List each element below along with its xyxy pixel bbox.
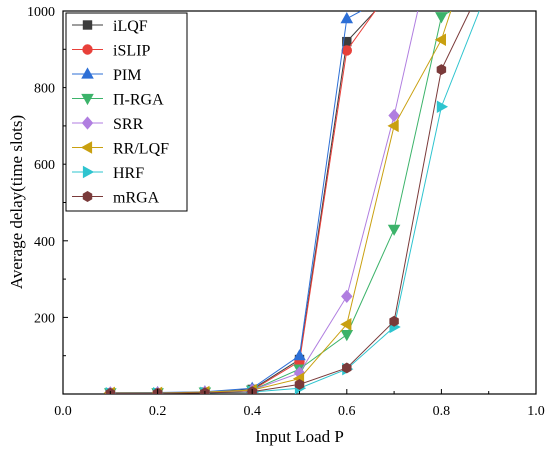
data-point-mrga [342,362,352,374]
data-point-mrga [389,315,399,327]
x-tick-label: 1.0 [527,404,545,419]
legend-entry-hrf: HRF [72,165,144,182]
legend-marker-islip [82,44,93,55]
y-tick-label: 1000 [27,5,55,20]
x-tick-label: 0.4 [243,404,261,419]
legend-label-pim: PIM [113,67,141,84]
legend-marker-rr-lqf [80,141,93,154]
legend-marker-srr [81,116,94,130]
data-point-pim [293,349,306,361]
data-point-rga [387,224,401,236]
x-tick-label: 0.2 [149,404,167,419]
legend-entry-islip: iSLIP [72,43,150,60]
data-point-mrga [200,387,210,394]
data-point-rga [435,12,448,24]
legend-label-hrf: HRF [113,165,144,182]
x-tick-label: 0.0 [54,404,72,419]
x-axis: 0.0 0.2 0.4 0.6 0.8 1.0 [54,389,545,419]
data-point-mrga [436,64,447,76]
legend-entry-srr: SRR [72,116,144,133]
x-axis-label: Input Load P [255,427,344,446]
legend: iLQF iSLIP PIM Π-RGA SRR RR/LQF HRF mRGA [65,12,188,212]
legend-marker-hrf [82,165,95,179]
data-point-srr [388,108,400,123]
legend-marker-ilqf [82,20,93,30]
data-point-rga [340,330,354,342]
data-point-srr [341,289,353,303]
data-point-islip [341,45,353,56]
data-point-rr-lqf [434,33,447,47]
series-mrga [105,11,471,394]
data-point-hrf [436,100,449,114]
data-point-mrga [294,378,305,390]
legend-label-srr: SRR [113,116,144,133]
legend-entry-rga: Π-RGA [72,92,164,109]
legend-marker-pim [81,67,94,79]
y-tick-label: 600 [34,158,55,173]
legend-label-ilqf: iLQF [113,18,148,35]
legend-marker-rga [81,93,94,106]
y-axis: 200 400 600 800 1000 [27,5,68,357]
legend-entry-mrga: mRGA [72,190,160,207]
y-tick-label: 200 [34,311,55,326]
data-point-rr-lqf [340,318,352,331]
legend-marker-mrga [82,191,93,202]
legend-label-mrga: mRGA [113,190,160,207]
legend-entry-rr-lqf: RR/LQF [72,141,169,158]
data-point-rr-lqf [387,119,399,133]
x-tick-label: 0.6 [338,404,356,419]
legend-entry-ilqf: iLQF [72,18,148,35]
legend-entry-pim: PIM [72,67,141,84]
legend-label-rr-lqf: RR/LQF [113,141,169,158]
legend-label-rga: Π-RGA [113,92,164,109]
y-axis-label: Average delay(time slots) [7,115,26,289]
y-tick-label: 800 [34,82,55,97]
data-point-pim [340,12,354,24]
y-tick-label: 400 [34,235,55,250]
legend-label-islip: iSLIP [113,43,150,60]
x-tick-label: 0.8 [433,404,451,419]
